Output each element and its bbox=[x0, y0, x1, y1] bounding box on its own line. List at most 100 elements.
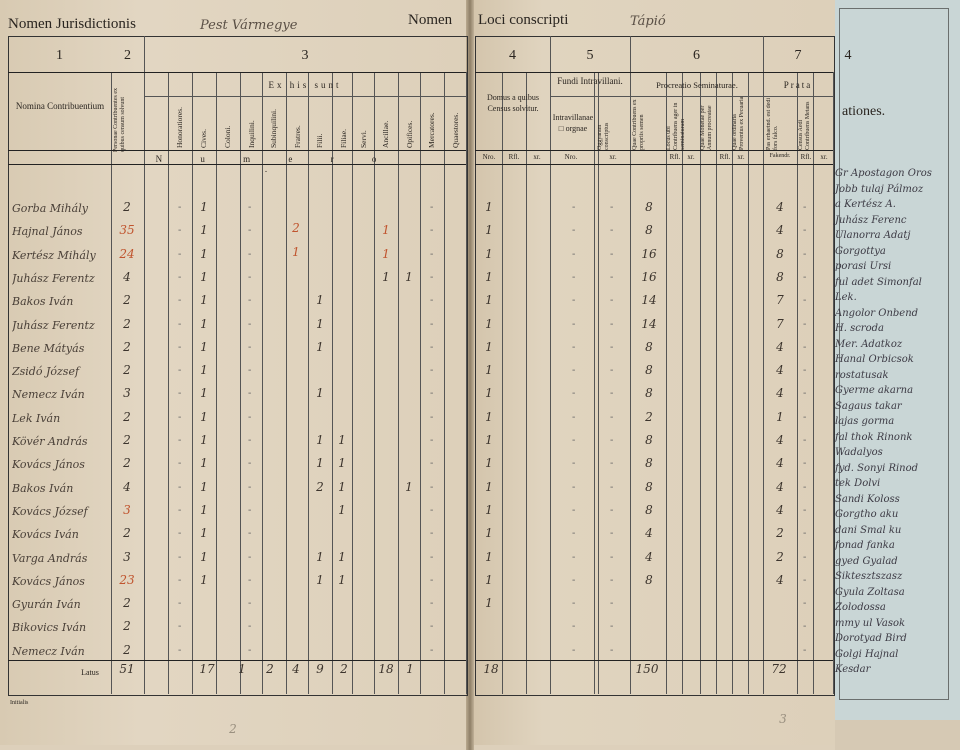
grid-vline bbox=[240, 72, 241, 694]
ancillae-value: 1 bbox=[382, 223, 390, 237]
prata-value: 2 bbox=[776, 550, 784, 564]
proc-sub4: Quae ordinaria Proventus ex Pecuaria bbox=[732, 96, 745, 150]
prata-value: 4 bbox=[776, 223, 784, 237]
dash-mark: - bbox=[248, 435, 252, 446]
contributor-name: Kövér András bbox=[12, 435, 88, 448]
side-note-line: Sagaus takar bbox=[835, 401, 902, 412]
grid-vline bbox=[262, 72, 263, 694]
category-header-9: Ancillae. bbox=[381, 120, 390, 148]
dash-mark: - bbox=[248, 575, 252, 586]
grid-vline bbox=[420, 72, 421, 694]
seminatura-value: 8 bbox=[645, 200, 653, 214]
col2-value: 2 bbox=[123, 410, 131, 424]
dash-mark: - bbox=[572, 272, 576, 283]
grid-hline bbox=[475, 72, 833, 73]
coloni-value: 1 bbox=[200, 433, 208, 447]
fratres-value: 1 bbox=[292, 245, 300, 259]
dash-mark: - bbox=[178, 552, 182, 563]
dash-mark: - bbox=[178, 412, 182, 423]
contributor-name: Kovács Iván bbox=[12, 528, 79, 541]
contributor-name: Kovács József bbox=[12, 505, 88, 518]
contributor-name: Kovács János bbox=[12, 458, 85, 471]
dash-mark: - bbox=[248, 249, 252, 260]
grid-vline bbox=[444, 72, 445, 694]
dash-mark: - bbox=[803, 552, 807, 563]
dash-mark: - bbox=[803, 528, 807, 539]
dash-mark: - bbox=[572, 342, 576, 353]
dash-mark: - bbox=[430, 552, 434, 563]
domus-value: 1 bbox=[485, 293, 493, 307]
unit-header-5: xr. bbox=[609, 153, 617, 161]
col2-value: 2 bbox=[123, 433, 131, 447]
category-header-0: Honoratiores. bbox=[175, 106, 184, 148]
side-note-line: Hanal Orbicsok bbox=[835, 354, 914, 365]
dash-mark: - bbox=[572, 388, 576, 399]
prata-value: 4 bbox=[776, 363, 784, 377]
dash-mark: - bbox=[178, 249, 182, 260]
numero-header: N u m e r o . bbox=[155, 154, 395, 174]
domus-value: 1 bbox=[485, 386, 493, 400]
coloni-value: 1 bbox=[200, 223, 208, 237]
prata-value: 2 bbox=[776, 526, 784, 540]
side-note-line: a Kertész A. bbox=[835, 199, 896, 210]
procreatio-header: Procreatio Seminaturae. bbox=[656, 80, 738, 90]
dash-mark: - bbox=[610, 272, 614, 283]
filii-value: 1 bbox=[316, 433, 324, 447]
coloni-value: 1 bbox=[200, 503, 208, 517]
dash-mark: - bbox=[572, 225, 576, 236]
coloni-value: 1 bbox=[200, 480, 208, 494]
dash-mark: - bbox=[572, 482, 576, 493]
side-note-line: lajas gorma bbox=[835, 416, 895, 427]
seminatura-value: 4 bbox=[645, 526, 653, 540]
filiae-value: 1 bbox=[338, 573, 346, 587]
contributor-name: Kovács János bbox=[12, 575, 85, 588]
seminatura-value: 8 bbox=[645, 363, 653, 377]
grid-vline bbox=[502, 72, 503, 694]
grid-hline bbox=[8, 72, 466, 73]
col2-value: 2 bbox=[123, 317, 131, 331]
seminatura-value: 8 bbox=[645, 503, 653, 517]
category-header-8: Servi. bbox=[359, 130, 368, 148]
left-table-frame bbox=[8, 36, 468, 696]
domus-value: 1 bbox=[485, 596, 493, 610]
side-note-line: rostatusak bbox=[835, 370, 889, 381]
dash-mark: - bbox=[610, 528, 614, 539]
category-header-3: Inquilini. bbox=[247, 120, 256, 148]
dash-mark: - bbox=[610, 365, 614, 376]
jurisdiction-label: Nomen Jurisdictionis bbox=[8, 16, 136, 32]
grid-vline bbox=[763, 36, 764, 694]
dash-mark: - bbox=[803, 225, 807, 236]
dash-mark: - bbox=[803, 645, 807, 656]
blue-sheet-frame bbox=[839, 8, 949, 700]
category-header-10: Opifices. bbox=[405, 120, 414, 148]
grid-hline bbox=[8, 660, 466, 661]
coloni-value: 1 bbox=[200, 200, 208, 214]
dash-mark: - bbox=[572, 365, 576, 376]
col2-value: 3 bbox=[123, 550, 131, 564]
col-number-2: 2 bbox=[124, 48, 131, 63]
grid-vline bbox=[797, 72, 798, 694]
side-note-line: Sandi Koloss bbox=[835, 494, 900, 505]
dash-mark: - bbox=[430, 435, 434, 446]
col2-value: 2 bbox=[123, 526, 131, 540]
col2-value: 24 bbox=[119, 247, 135, 261]
dash-mark: - bbox=[572, 412, 576, 423]
filiae-value: 1 bbox=[338, 503, 346, 517]
dash-mark: - bbox=[610, 552, 614, 563]
coloni-value: 1 bbox=[200, 410, 208, 424]
side-note-line: fonad fanka bbox=[835, 540, 895, 551]
nomina-header: Nomina Contribuentium bbox=[15, 101, 105, 111]
side-note-line: Gr Apostagon Oros bbox=[835, 168, 932, 179]
dash-mark: - bbox=[803, 249, 807, 260]
dash-mark: - bbox=[572, 575, 576, 586]
dash-mark: - bbox=[178, 458, 182, 469]
domus-value: 1 bbox=[485, 456, 493, 470]
dash-mark: - bbox=[178, 272, 182, 283]
dash-mark: - bbox=[178, 342, 182, 353]
dash-mark: - bbox=[610, 412, 614, 423]
domus-value: 1 bbox=[485, 573, 493, 587]
filii-value: 1 bbox=[316, 456, 324, 470]
total-fratres: 4 bbox=[292, 662, 300, 676]
total-col2: 51 bbox=[119, 662, 135, 676]
domus-value: 1 bbox=[485, 247, 493, 261]
